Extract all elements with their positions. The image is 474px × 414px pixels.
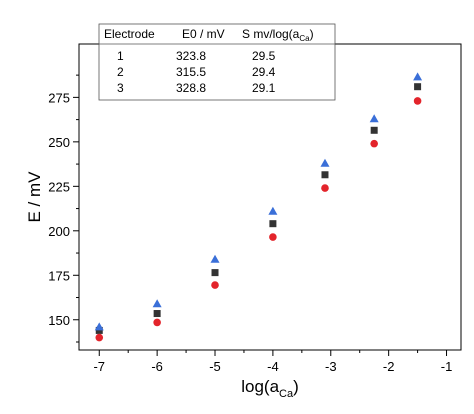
series-1-point: [153, 310, 161, 318]
legend-header-slope-main: S mv/log(a: [242, 27, 300, 41]
x-tick-label: -2: [383, 359, 395, 374]
x-axis-title-main: log(a: [241, 377, 279, 396]
series-2-point: [153, 318, 161, 327]
series-2-point: [95, 333, 104, 342]
data-points: [94, 72, 423, 342]
series-3-point: [268, 206, 278, 215]
legend-row-3-e0: 328.8: [176, 81, 206, 95]
series-2-point: [211, 281, 219, 289]
series-1-point: [370, 126, 378, 134]
y-tick-label: 225: [48, 179, 70, 194]
series-2-point: [269, 233, 277, 241]
series-3-point: [413, 72, 423, 81]
legend-row-1-slope: 29.5: [252, 49, 276, 63]
legend-header-e0: E0 / mV: [182, 27, 225, 41]
series-1-point: [211, 269, 219, 277]
x-axis: -7 -6 -5 -4 -3 -2 -1: [93, 350, 452, 374]
legend-row-2-slope: 29.4: [252, 65, 276, 79]
y-tick-label: 200: [48, 224, 70, 239]
x-tick-label: -5: [209, 359, 221, 374]
series-3-point: [94, 322, 104, 331]
series-2-point: [321, 184, 329, 192]
legend-box: [98, 23, 336, 101]
y-tick-label: 150: [48, 313, 70, 328]
x-axis-title: log(aCa): [241, 377, 299, 400]
series-3-point: [210, 254, 220, 263]
legend-row-1-e0: 323.8: [176, 49, 206, 63]
legend-row-3-electrode: 3: [117, 81, 124, 95]
legend-row-3-slope: 29.1: [252, 81, 276, 95]
x-tick-label: -7: [93, 359, 105, 374]
y-axis-title: E / mV: [25, 171, 44, 223]
legend-header-slope-end: ): [310, 27, 314, 41]
x-tick-label: -4: [267, 359, 279, 374]
x-tick-label: -1: [441, 359, 453, 374]
legend-header-electrode: Electrode: [104, 27, 155, 41]
legend-row-1-electrode: 1: [117, 49, 124, 63]
y-tick-label: 275: [48, 90, 70, 105]
legend-row-2-e0: 315.5: [176, 65, 206, 79]
series-1-point: [95, 326, 103, 334]
legend-table: Electrode E0 / mV S mv/log(aCa) 1 323.8 …: [98, 23, 336, 101]
series-3-point: [152, 299, 162, 308]
x-axis-title-sub: Ca: [279, 388, 294, 400]
legend-header-slope-sub: Ca: [299, 34, 310, 43]
series-1-point: [321, 171, 329, 179]
series-2-point: [370, 139, 378, 148]
x-tick-label: -6: [151, 359, 163, 374]
legend-header-slope: S mv/log(aCa): [242, 27, 314, 43]
y-tick-label: 250: [48, 135, 70, 150]
series-1-point: [269, 220, 277, 228]
series-3-point: [369, 114, 379, 123]
series-2-point: [413, 97, 422, 105]
series-1-point: [414, 83, 422, 91]
x-tick-label: -3: [325, 359, 337, 374]
y-axis: 150 175 200 225 250 275: [48, 74, 79, 343]
series-3-point: [320, 158, 330, 167]
x-axis-title-end: ): [293, 377, 299, 396]
y-tick-label: 175: [48, 268, 70, 283]
legend-row-2-electrode: 2: [117, 65, 124, 79]
